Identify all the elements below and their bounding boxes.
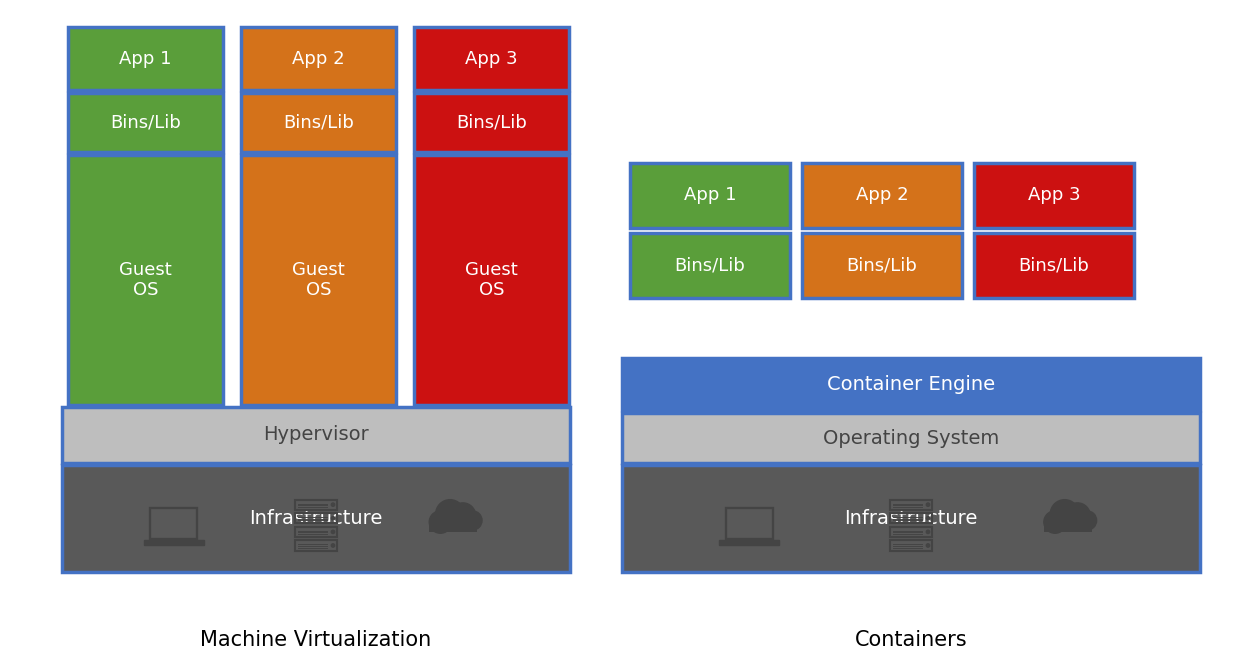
- Circle shape: [332, 544, 334, 547]
- Text: Guest
OS: Guest OS: [119, 261, 172, 299]
- FancyBboxPatch shape: [68, 27, 223, 90]
- Circle shape: [332, 530, 334, 534]
- Circle shape: [926, 503, 930, 506]
- FancyBboxPatch shape: [630, 233, 790, 298]
- Text: Bins/Lib: Bins/Lib: [1019, 256, 1089, 275]
- Text: Infrastructure: Infrastructure: [249, 509, 383, 528]
- Text: App 2: App 2: [855, 187, 909, 205]
- Text: Bins/Lib: Bins/Lib: [284, 113, 354, 132]
- FancyBboxPatch shape: [630, 163, 790, 228]
- FancyBboxPatch shape: [719, 540, 779, 545]
- FancyBboxPatch shape: [621, 413, 1200, 463]
- Text: Guest
OS: Guest OS: [292, 261, 345, 299]
- Text: Bins/Lib: Bins/Lib: [456, 113, 527, 132]
- Text: Container Engine: Container Engine: [827, 375, 995, 393]
- FancyBboxPatch shape: [621, 465, 1200, 572]
- Text: Operating System: Operating System: [823, 428, 999, 448]
- Circle shape: [332, 503, 334, 506]
- FancyBboxPatch shape: [621, 358, 1200, 410]
- FancyBboxPatch shape: [144, 540, 203, 545]
- Text: App 3: App 3: [1028, 187, 1081, 205]
- Text: App 1: App 1: [119, 50, 172, 68]
- Text: App 2: App 2: [292, 50, 345, 68]
- FancyBboxPatch shape: [241, 27, 396, 90]
- Circle shape: [926, 544, 930, 547]
- Circle shape: [926, 530, 930, 534]
- FancyBboxPatch shape: [974, 163, 1134, 228]
- FancyBboxPatch shape: [68, 93, 223, 152]
- Circle shape: [1065, 503, 1091, 528]
- FancyBboxPatch shape: [413, 27, 569, 90]
- Circle shape: [332, 516, 334, 520]
- FancyBboxPatch shape: [413, 155, 569, 405]
- Text: Containers: Containers: [854, 630, 967, 650]
- FancyBboxPatch shape: [802, 163, 962, 228]
- Circle shape: [451, 503, 475, 528]
- FancyBboxPatch shape: [68, 155, 223, 405]
- FancyBboxPatch shape: [62, 465, 569, 572]
- Circle shape: [926, 516, 930, 520]
- Circle shape: [463, 511, 482, 530]
- FancyBboxPatch shape: [802, 233, 962, 298]
- FancyBboxPatch shape: [1044, 519, 1092, 532]
- Circle shape: [430, 511, 452, 534]
- Text: App 1: App 1: [683, 187, 737, 205]
- Text: Guest
OS: Guest OS: [465, 261, 517, 299]
- Text: Bins/Lib: Bins/Lib: [110, 113, 181, 132]
- FancyBboxPatch shape: [974, 233, 1134, 298]
- Circle shape: [1050, 500, 1080, 528]
- FancyBboxPatch shape: [430, 519, 477, 532]
- FancyBboxPatch shape: [413, 93, 569, 152]
- Circle shape: [1077, 511, 1097, 530]
- FancyBboxPatch shape: [62, 407, 569, 463]
- FancyBboxPatch shape: [241, 93, 396, 152]
- Text: Machine Virtualization: Machine Virtualization: [201, 630, 432, 650]
- Circle shape: [436, 500, 464, 528]
- Text: Infrastructure: Infrastructure: [844, 509, 978, 528]
- FancyBboxPatch shape: [241, 155, 396, 405]
- Text: Hypervisor: Hypervisor: [264, 426, 369, 444]
- Text: Bins/Lib: Bins/Lib: [847, 256, 917, 275]
- Circle shape: [1044, 511, 1066, 534]
- Text: App 3: App 3: [465, 50, 517, 68]
- Text: Bins/Lib: Bins/Lib: [675, 256, 745, 275]
